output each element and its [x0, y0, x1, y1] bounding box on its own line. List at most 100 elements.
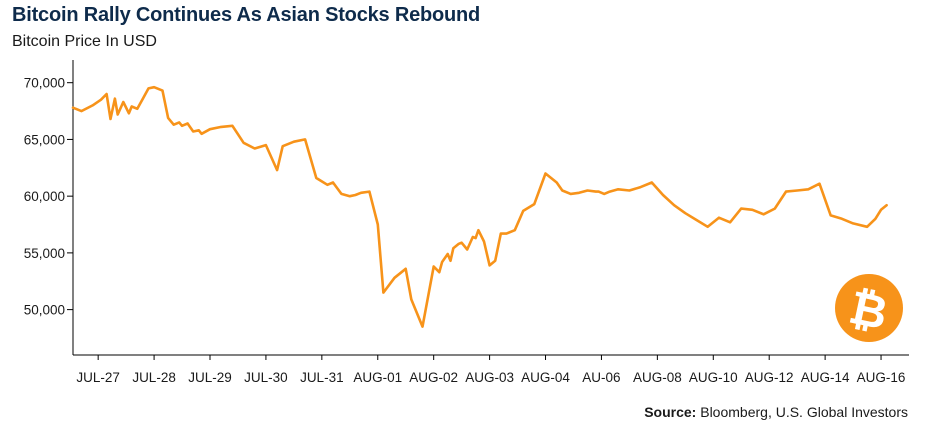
data-point [320, 180, 323, 183]
data-point [466, 248, 469, 251]
y-tick-label: 55,000 [24, 246, 65, 261]
data-point [265, 144, 267, 147]
data-point [136, 107, 139, 110]
data-point [471, 236, 474, 238]
x-tick-label: AUG-16 [857, 370, 906, 385]
data-point [594, 190, 597, 193]
data-point [569, 193, 572, 195]
data-point [315, 177, 318, 179]
x-tick-label: AUG-04 [521, 370, 570, 385]
data-point [167, 117, 170, 119]
data-point [80, 110, 83, 112]
data-point [200, 132, 203, 135]
data-point [147, 87, 150, 90]
data-point [483, 240, 485, 243]
data-point [494, 259, 497, 262]
data-point [197, 129, 200, 132]
data-point [432, 265, 435, 268]
data-point [505, 232, 508, 235]
data-point [114, 97, 116, 100]
x-tick-label: AUG-08 [633, 370, 682, 385]
y-axis: 50,000 55,000 60,000 65,000 70,000 [24, 60, 74, 355]
data-point [533, 203, 536, 206]
data-point [304, 138, 306, 141]
data-point [650, 181, 653, 184]
data-point [181, 124, 183, 127]
data-point [270, 156, 273, 159]
data-point [293, 140, 295, 143]
data-point [382, 291, 385, 294]
x-tick-label: AUG-03 [465, 370, 514, 385]
data-point [729, 221, 731, 224]
source-text: Bloomberg, U.S. Global Investors [700, 404, 908, 420]
data-point [477, 229, 480, 232]
data-point [603, 193, 606, 195]
data-point [410, 298, 413, 301]
data-point [376, 223, 379, 226]
data-point [438, 271, 441, 274]
y-tick-label: 70,000 [24, 76, 65, 91]
data-point [628, 189, 631, 192]
data-point [360, 191, 362, 194]
x-axis: JUL-27 JUL-28 JUL-29 JUL-30 JUL-31 AUG-01 AUG-… [73, 354, 909, 385]
data-point [116, 113, 119, 116]
data-point [544, 172, 547, 175]
source-label: Source: [644, 404, 697, 420]
data-point [608, 190, 611, 193]
data-point [404, 267, 407, 270]
data-point [597, 190, 600, 193]
data-point [522, 210, 525, 212]
data-point [718, 216, 720, 219]
data-point [773, 207, 776, 210]
chart-subtitle: Bitcoin Price In USD [12, 33, 157, 50]
y-tick-label: 50,000 [24, 303, 65, 318]
data-point [122, 101, 125, 103]
data-point [796, 189, 799, 192]
bitcoin-logo-icon: ₿ [835, 274, 903, 342]
data-point [513, 229, 516, 232]
x-tick-label: JUL-29 [188, 370, 232, 385]
data-point [348, 195, 351, 198]
data-point [354, 194, 357, 196]
data-point [446, 253, 449, 255]
data-point [91, 104, 94, 107]
data-point [457, 242, 460, 245]
data-point [662, 194, 664, 196]
x-tick-label: JUL-28 [132, 370, 176, 385]
series-group [71, 85, 888, 328]
data-point [153, 86, 156, 89]
data-point [785, 190, 787, 193]
data-point [393, 276, 396, 279]
data-point [561, 189, 564, 192]
data-point [474, 237, 477, 240]
data-point [172, 123, 175, 126]
data-point [684, 212, 687, 215]
x-tick-label: AU-06 [582, 370, 620, 385]
data-point [332, 181, 334, 184]
data-point [555, 181, 558, 184]
data-point [866, 225, 868, 228]
data-point [105, 93, 108, 95]
x-tick-label: JUL-31 [300, 370, 344, 385]
data-point [740, 207, 743, 210]
source-note: Source: Bloomberg, U.S. Global Investors [644, 404, 908, 420]
data-point [449, 259, 452, 262]
data-point [874, 217, 877, 220]
data-point [421, 325, 424, 328]
x-tick-label: AUG-10 [689, 370, 738, 385]
x-tick-label: AUG-02 [409, 370, 458, 385]
data-point [751, 208, 754, 211]
data-point [706, 225, 709, 228]
x-tick-label: AUG-14 [801, 370, 850, 385]
data-point [499, 232, 502, 235]
data-point [209, 128, 211, 131]
x-tick-label: JUL-27 [76, 370, 120, 385]
data-point [276, 169, 278, 172]
data-point [452, 247, 455, 250]
series-line [71, 85, 888, 328]
data-point [340, 193, 343, 195]
data-point [127, 112, 130, 115]
data-point [186, 122, 189, 125]
data-point [880, 208, 882, 211]
y-tick-label: 60,000 [24, 189, 65, 204]
